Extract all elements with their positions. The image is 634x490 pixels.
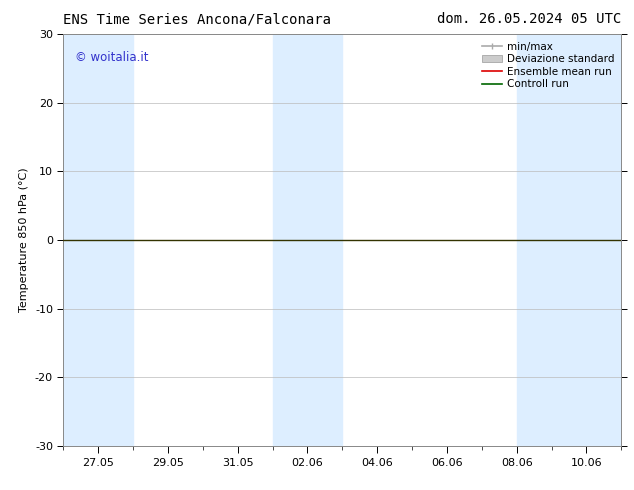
Legend: min/max, Deviazione standard, Ensemble mean run, Controll run: min/max, Deviazione standard, Ensemble m… bbox=[479, 40, 616, 92]
Text: ENS Time Series Ancona/Falconara: ENS Time Series Ancona/Falconara bbox=[63, 12, 332, 26]
Bar bbox=[517, 34, 621, 446]
Bar bbox=[273, 34, 342, 446]
Text: © woitalia.it: © woitalia.it bbox=[75, 51, 148, 64]
Bar bbox=[63, 34, 133, 446]
Text: dom. 26.05.2024 05 UTC: dom. 26.05.2024 05 UTC bbox=[437, 12, 621, 26]
Y-axis label: Temperature 850 hPa (°C): Temperature 850 hPa (°C) bbox=[19, 168, 29, 313]
